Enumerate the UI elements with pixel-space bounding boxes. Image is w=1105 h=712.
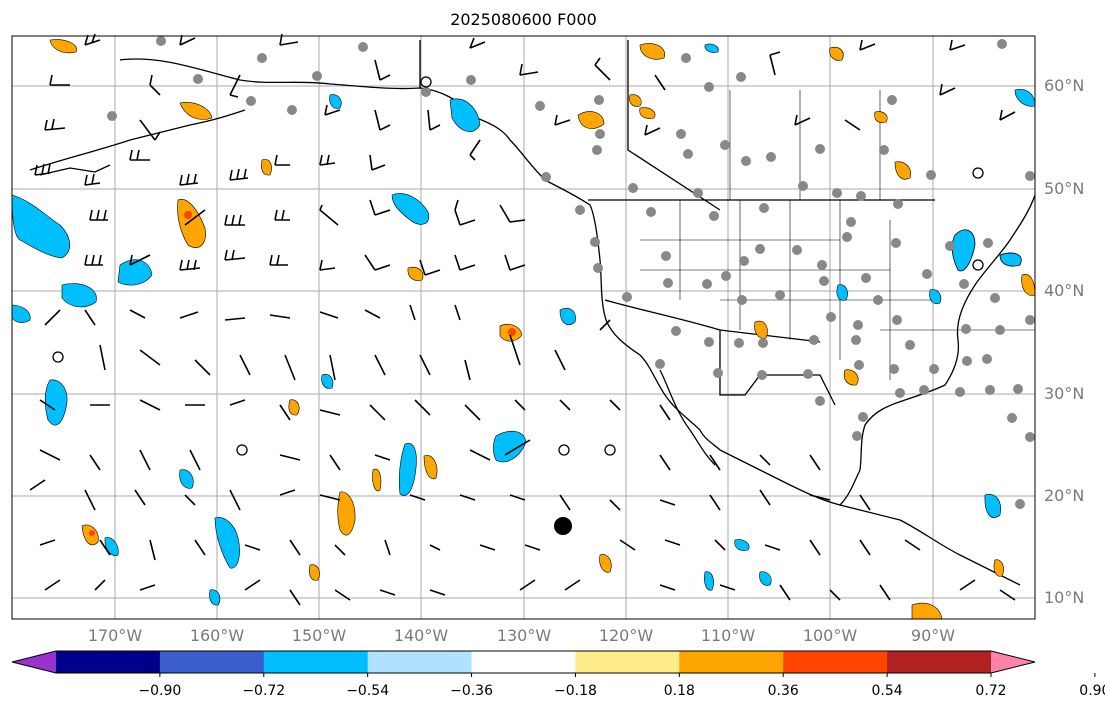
colorbar-segment <box>887 651 992 673</box>
wind-barbs <box>29 33 1016 606</box>
calm-markers <box>52 76 984 456</box>
colorbar-tick-label: −0.18 <box>553 683 597 699</box>
colorbar <box>11 650 1096 677</box>
colorbar-outline <box>11 650 1036 674</box>
political-boundaries <box>640 90 1035 380</box>
map-title: 2025080600 F000 <box>450 10 597 29</box>
lon-label: 170°W <box>87 626 143 645</box>
lat-label: 30°N <box>1044 384 1085 403</box>
colorbar-tick-label: 0.54 <box>871 683 903 699</box>
lon-label: 100°W <box>802 626 858 645</box>
station-markers <box>107 36 1035 509</box>
colorbar-tick-label: −0.90 <box>138 683 182 699</box>
lat-label: 50°N <box>1044 179 1085 198</box>
lat-label: 60°N <box>1044 76 1085 95</box>
great-lakes <box>951 229 1022 272</box>
colorbar-extend-low <box>12 651 56 673</box>
cyclone-marker <box>554 517 572 535</box>
colorbar-tick-label: 0.90 <box>1079 683 1105 699</box>
positive-contours <box>49 39 1036 620</box>
lon-label: 160°W <box>189 626 245 645</box>
colorbar-segment <box>679 651 784 673</box>
colorbar-segment <box>471 651 576 673</box>
colorbar-tick-label: 0.72 <box>975 683 1007 699</box>
lon-label: 90°W <box>910 626 956 645</box>
colorbar-extend-high <box>991 651 1035 673</box>
colorbar-tick-label: −0.54 <box>346 683 390 699</box>
lon-label: 140°W <box>393 626 449 645</box>
colorbar-segment <box>263 651 369 673</box>
lon-label: 120°W <box>598 626 654 645</box>
colorbar-segment <box>783 651 888 673</box>
lon-label: 110°W <box>700 626 756 645</box>
plot-frame <box>11 35 1036 620</box>
strong-positive-centers <box>89 211 516 536</box>
gridlines <box>12 36 1035 619</box>
colorbar-tick-label: −0.36 <box>450 683 493 699</box>
lat-label: 10°N <box>1044 588 1085 607</box>
colorbar-tick-label: −0.72 <box>242 683 286 699</box>
colorbar-segment <box>56 651 161 673</box>
colorbar-tick-label: 0.36 <box>767 683 799 699</box>
lat-label: 20°N <box>1044 486 1085 505</box>
colorbar-segment <box>367 651 473 673</box>
colorbar-tick-label: 0.18 <box>663 683 695 699</box>
negative-contours <box>11 43 1036 606</box>
lon-label: 150°W <box>291 626 347 645</box>
lon-label: 130°W <box>496 626 552 645</box>
colorbar-segment <box>159 651 265 673</box>
lat-label: 40°N <box>1044 281 1085 300</box>
colorbar-segment <box>575 651 680 673</box>
